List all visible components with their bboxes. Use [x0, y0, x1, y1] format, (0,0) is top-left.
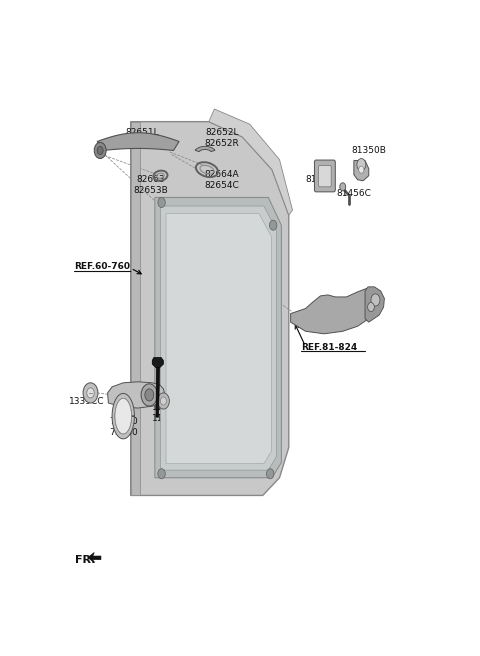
FancyBboxPatch shape — [319, 165, 331, 187]
Polygon shape — [155, 197, 281, 478]
Circle shape — [158, 468, 165, 479]
FancyBboxPatch shape — [314, 160, 335, 192]
Polygon shape — [156, 367, 160, 417]
Polygon shape — [209, 109, 292, 215]
Text: FR.: FR. — [75, 554, 96, 565]
Polygon shape — [131, 121, 140, 495]
Circle shape — [160, 397, 167, 405]
Text: 82663
82653B: 82663 82653B — [134, 174, 168, 195]
Polygon shape — [115, 398, 132, 434]
Circle shape — [145, 389, 154, 401]
Circle shape — [87, 388, 94, 398]
Polygon shape — [108, 382, 165, 408]
Circle shape — [371, 294, 380, 306]
Circle shape — [83, 383, 98, 403]
Polygon shape — [152, 358, 163, 367]
Polygon shape — [166, 214, 271, 464]
Polygon shape — [160, 206, 276, 470]
Circle shape — [368, 302, 374, 312]
Circle shape — [141, 384, 157, 406]
Circle shape — [94, 142, 106, 159]
Circle shape — [157, 393, 169, 409]
Text: 82664A
82654C: 82664A 82654C — [204, 170, 239, 190]
Polygon shape — [131, 121, 289, 495]
Circle shape — [269, 220, 277, 230]
Polygon shape — [112, 394, 134, 439]
Circle shape — [266, 468, 274, 479]
Circle shape — [97, 146, 103, 154]
Circle shape — [158, 197, 165, 207]
Text: 1125DE
1125DL: 1125DE 1125DL — [152, 403, 187, 423]
Text: REF.60-760: REF.60-760 — [74, 262, 130, 271]
Polygon shape — [365, 287, 384, 322]
Text: 81456C: 81456C — [336, 189, 372, 198]
Text: 82651L
82661R: 82651L 82661R — [124, 128, 159, 148]
Polygon shape — [88, 552, 101, 563]
Text: 1339CC: 1339CC — [69, 398, 105, 407]
Polygon shape — [195, 146, 215, 152]
Polygon shape — [290, 289, 380, 334]
Text: 81335: 81335 — [305, 175, 334, 184]
Circle shape — [359, 166, 364, 173]
Text: 79390
79380: 79390 79380 — [109, 417, 138, 438]
Text: 81350B: 81350B — [351, 146, 386, 155]
Circle shape — [357, 159, 366, 171]
Text: 82652L
82652R: 82652L 82652R — [204, 128, 239, 148]
Polygon shape — [97, 133, 179, 150]
Circle shape — [340, 183, 346, 191]
Polygon shape — [354, 161, 369, 181]
Text: REF.81-824: REF.81-824 — [301, 343, 357, 352]
